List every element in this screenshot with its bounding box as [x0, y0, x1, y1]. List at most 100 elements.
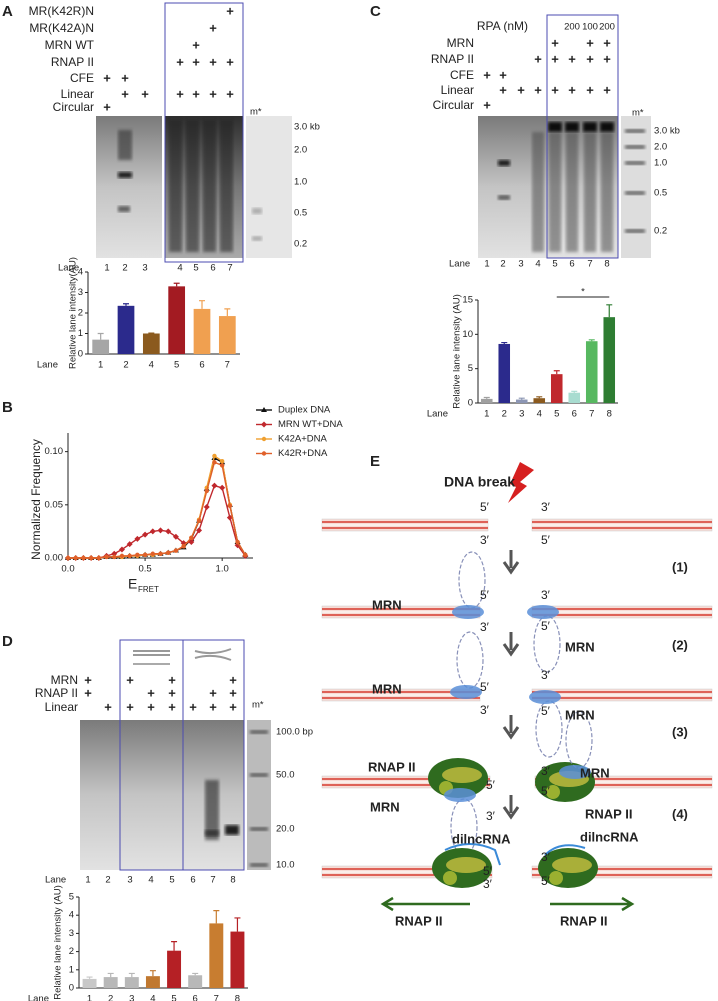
label: + [229, 699, 237, 714]
label: Lane [45, 875, 66, 886]
error-bar [123, 303, 129, 306]
mrn [450, 685, 482, 699]
gel-band [225, 825, 239, 835]
mrn [527, 605, 559, 619]
label: B [2, 399, 13, 416]
bar [585, 341, 598, 403]
bar [145, 976, 160, 988]
gel-band [250, 863, 268, 867]
gel-band [625, 129, 645, 133]
label: 1 [85, 875, 90, 886]
gel [478, 116, 618, 258]
label: * [581, 287, 585, 298]
label: + [551, 35, 559, 50]
label: 20.0 [276, 824, 295, 835]
arrow [502, 715, 520, 740]
label: + [189, 699, 197, 714]
dna-strand [322, 521, 488, 529]
label: 200 [599, 22, 615, 33]
label: + [147, 685, 155, 700]
label: + [603, 51, 611, 66]
arrow [550, 896, 635, 912]
label: 0.5 [654, 188, 667, 199]
label: Relative lane intensity (AU) [53, 885, 64, 1000]
legend-marker [261, 421, 267, 428]
point [204, 488, 209, 494]
label: + [192, 86, 200, 101]
bar [193, 308, 211, 354]
label: Linear [45, 700, 78, 714]
error-bar [213, 910, 220, 924]
error-bar [606, 304, 613, 318]
label: 4 [148, 875, 153, 886]
gel [247, 720, 271, 870]
label: + [168, 672, 176, 687]
label: 4 [150, 994, 155, 1001]
gel-band [252, 208, 262, 214]
label: 3.0 kb [654, 126, 680, 137]
label: 3 [519, 409, 524, 420]
label: + [126, 672, 134, 687]
bar [533, 398, 546, 403]
arrow [380, 896, 470, 912]
label: 3 [518, 259, 523, 270]
point [112, 554, 117, 560]
arrow [502, 550, 520, 575]
bar [550, 374, 563, 403]
error-bar [173, 282, 180, 287]
gel-band [252, 236, 262, 241]
rnap-core [446, 857, 486, 873]
point [235, 539, 240, 545]
legend-label: Duplex DNA [278, 405, 331, 416]
label: + [483, 67, 491, 82]
label: 3′ [541, 500, 551, 514]
label: + [147, 699, 155, 714]
dna-strand [532, 521, 712, 529]
dna-strand [532, 691, 712, 699]
label: + [168, 685, 176, 700]
label: 2 [500, 259, 505, 270]
point [219, 459, 225, 464]
error-bar [171, 940, 178, 951]
gel-band [549, 132, 561, 252]
gel-band [565, 122, 579, 132]
lightning [508, 462, 534, 503]
label: RNAP II [35, 686, 78, 700]
label: RNAP II [585, 806, 632, 821]
mrn [444, 788, 476, 802]
bar [480, 398, 493, 403]
point [243, 552, 248, 558]
error-bar [224, 308, 231, 317]
point [227, 503, 233, 509]
gel-band [186, 120, 199, 252]
label: m* [250, 107, 262, 118]
point [189, 535, 194, 540]
mrn [529, 690, 561, 704]
label: 2 [105, 875, 110, 886]
label: (2) [672, 637, 688, 652]
point [142, 552, 148, 558]
label: RPA (nM) [477, 19, 528, 33]
label: + [568, 82, 576, 97]
point [73, 555, 78, 561]
point [127, 553, 132, 559]
label: 2 [502, 409, 507, 420]
label: 3 [129, 994, 134, 1001]
label: 3′ [483, 877, 493, 891]
y-tick-label: 3 [78, 287, 83, 298]
label: + [551, 82, 559, 97]
label: 1.0 [216, 564, 229, 575]
error-bar [588, 339, 595, 342]
label: 3′ [541, 850, 551, 864]
label: D [2, 633, 13, 650]
label: 3′ [541, 588, 551, 602]
label: 3.0 kb [294, 122, 320, 133]
rna [444, 843, 501, 866]
label: + [84, 672, 92, 687]
label: 0.0 [61, 564, 74, 575]
legend-marker [261, 436, 267, 442]
label: Lane [427, 409, 448, 420]
label: 5′ [541, 784, 551, 798]
point [211, 482, 218, 489]
point [219, 484, 226, 491]
